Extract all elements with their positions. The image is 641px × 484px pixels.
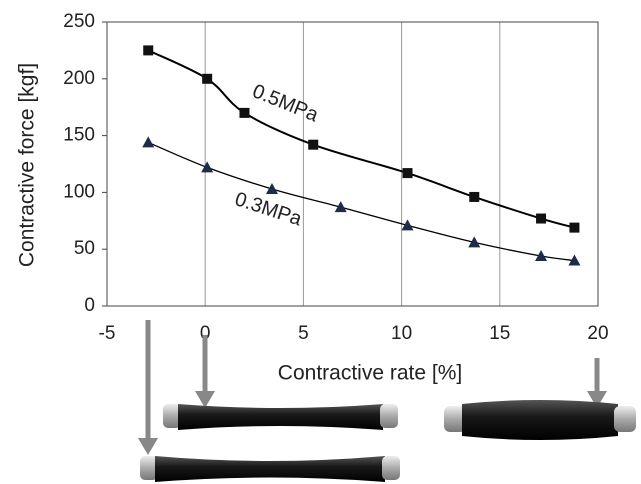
marker <box>201 161 214 173</box>
marker <box>536 213 547 224</box>
y-tick-label: 50 <box>74 238 95 259</box>
x-axis-title: Contractive rate [%] <box>278 362 462 385</box>
marker <box>142 136 155 148</box>
x-tick-label: -5 <box>99 323 116 344</box>
series-line <box>147 49 575 229</box>
end-cap <box>140 456 158 480</box>
y-axis-title: Contractive force [kgf] <box>16 63 39 267</box>
sleeve <box>155 456 385 482</box>
end-cap <box>163 404 181 428</box>
end-cap <box>614 406 636 432</box>
x-tick-label: 15 <box>489 323 510 344</box>
marker <box>308 139 319 150</box>
plot-frame <box>106 21 599 307</box>
arrow-head <box>195 391 215 408</box>
marker <box>402 168 413 179</box>
arrow-head <box>138 438 158 455</box>
sleeve <box>178 404 383 430</box>
marker <box>334 201 347 213</box>
end-cap <box>382 456 400 480</box>
marker <box>202 73 213 84</box>
series-label: 0.5MPa <box>249 80 322 127</box>
marker <box>468 236 481 248</box>
x-tick-label: 0 <box>200 323 211 344</box>
y-tick-label: 150 <box>63 125 95 146</box>
sleeve <box>462 400 618 440</box>
arrow-head <box>587 391 607 408</box>
end-cap <box>444 406 466 432</box>
x-tick-label: 10 <box>391 323 412 344</box>
y-tick-label: 200 <box>63 68 95 89</box>
x-tick-label: 5 <box>298 323 309 344</box>
photos <box>138 320 636 482</box>
marker <box>143 45 154 56</box>
marker <box>469 191 480 202</box>
y-tick-label: 0 <box>84 295 95 316</box>
marker <box>401 219 414 231</box>
marker <box>535 250 548 262</box>
marker <box>568 254 581 266</box>
series-line <box>147 141 575 262</box>
marker <box>239 107 250 118</box>
marker <box>265 182 278 194</box>
x-tick-label: 20 <box>587 323 608 344</box>
end-cap <box>380 404 398 428</box>
y-tick-label: 250 <box>63 11 95 32</box>
y-tick-label: 100 <box>63 181 95 202</box>
marker <box>569 222 580 233</box>
